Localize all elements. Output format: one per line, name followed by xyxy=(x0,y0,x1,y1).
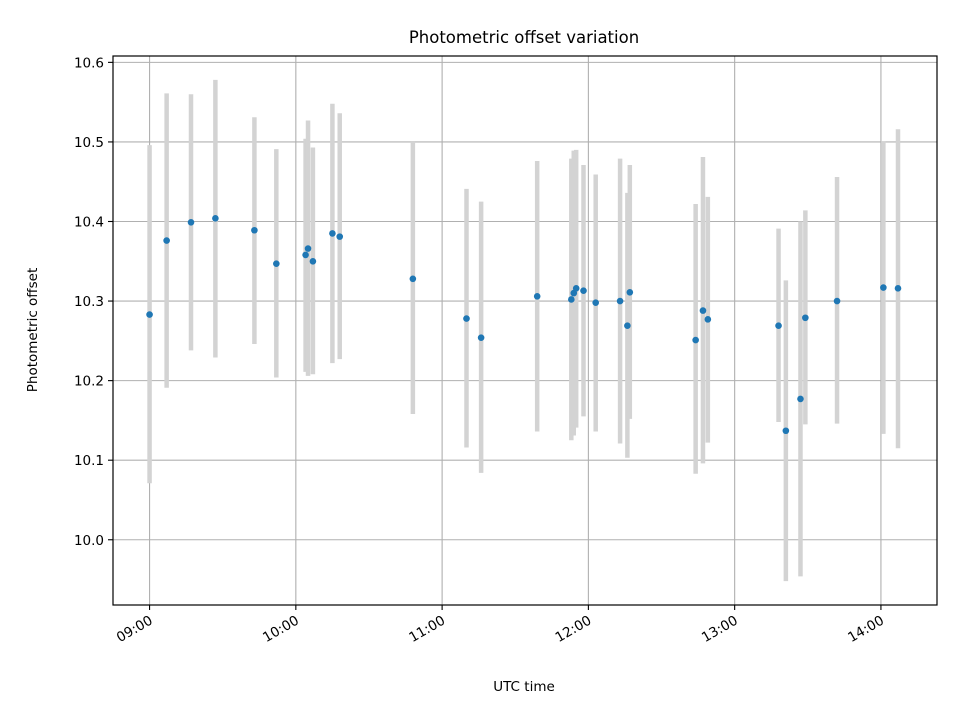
data-point xyxy=(463,315,470,322)
data-point xyxy=(894,285,902,292)
y-tick-label: 10.5 xyxy=(74,135,104,151)
data-point xyxy=(616,297,624,305)
data-point xyxy=(692,336,699,344)
y-axis: 10.0 10.1 10.2 10.3 10.4 10.5 10.6 xyxy=(74,55,113,549)
data-point xyxy=(329,230,336,237)
data-point xyxy=(699,307,707,314)
data-point xyxy=(251,226,258,234)
data-point xyxy=(880,284,887,291)
y-tick-label: 10.2 xyxy=(74,374,104,390)
data-point xyxy=(304,245,312,252)
data-point xyxy=(782,427,790,435)
data-point xyxy=(146,311,153,318)
data-points xyxy=(146,215,902,435)
data-point xyxy=(572,285,580,292)
data-point xyxy=(797,395,804,403)
y-axis-label: Photometric offset xyxy=(25,268,41,392)
data-point xyxy=(624,322,631,330)
data-point xyxy=(802,314,809,322)
plot-area-frame xyxy=(112,55,938,606)
data-point xyxy=(477,334,485,341)
data-point xyxy=(212,215,219,222)
data-point xyxy=(833,297,841,305)
y-tick-label: 10.1 xyxy=(74,453,104,469)
data-point xyxy=(626,289,634,296)
data-point xyxy=(273,260,280,267)
data-point xyxy=(302,251,309,259)
data-point xyxy=(704,316,712,323)
y-tick-label: 10.0 xyxy=(74,533,104,549)
y-tick-label: 10.6 xyxy=(74,55,104,71)
data-point xyxy=(568,296,575,303)
data-point xyxy=(580,287,587,295)
y-tick-label: 10.4 xyxy=(74,214,104,230)
data-point xyxy=(533,292,541,300)
data-point xyxy=(592,299,599,306)
data-point xyxy=(775,322,782,330)
data-point xyxy=(409,275,417,283)
chart-title: Photometric offset variation xyxy=(409,28,639,47)
x-axis-label: UTC time xyxy=(493,679,555,695)
data-point xyxy=(163,237,170,244)
data-point xyxy=(309,257,317,265)
y-tick-label: 10.3 xyxy=(74,294,104,310)
data-point xyxy=(187,218,195,226)
data-point xyxy=(336,233,344,240)
